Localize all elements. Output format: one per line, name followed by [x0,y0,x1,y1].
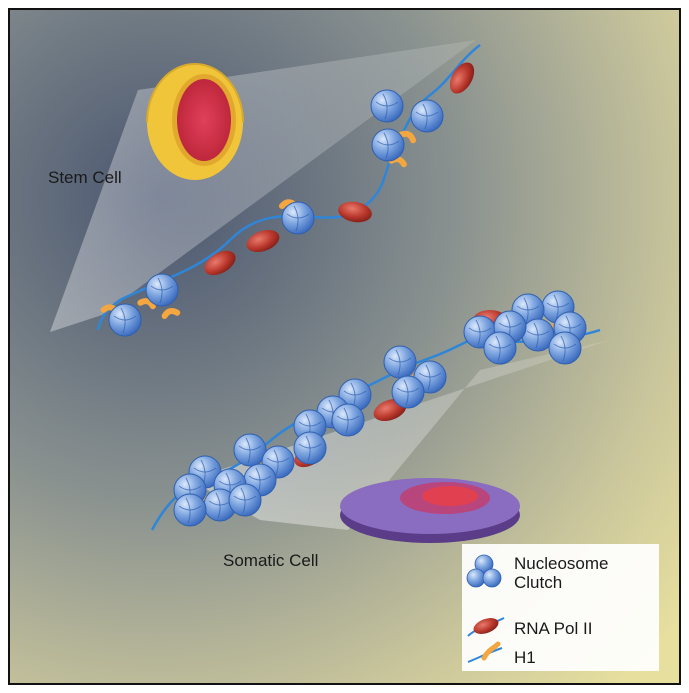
legend-nucleosome-label: Nucleosome Clutch [514,554,609,592]
nucleosome [371,128,405,162]
stem-cell-nucleus [146,63,244,180]
nucleosome [293,431,327,465]
diagram-frame: Stem Cell Somatic Cell Nucleosome Clutch… [8,8,681,685]
rna-pol-ii [338,201,372,223]
legend-rna-pol-icon [467,617,505,637]
somatic-cell-nucleus [340,478,520,543]
rna-pol-ii [246,229,280,253]
nucleosome [228,483,262,517]
nucleosome [338,378,372,412]
nucleosome [370,89,404,123]
stem-cell-label: Stem Cell [48,168,122,187]
nucleosome [233,433,267,467]
nucleosome [410,99,444,133]
legend-icons [466,554,505,663]
legend-nucleosome-icon [466,554,502,588]
nucleosome [391,375,425,409]
legend-h1-icon [467,641,503,663]
dna-strand-stem [96,44,481,331]
nucleosome [145,273,179,307]
nucleosome [483,331,517,365]
legend-nucleosome-line1: Nucleosome [514,554,609,573]
nucleosome [521,318,555,352]
h1-linker [137,298,156,310]
legend-rna-pol-label: RNA Pol II [514,619,593,638]
h1-linker [161,308,181,319]
nucleosome [108,303,142,337]
rna-pol-ii [204,250,236,276]
legend-nucleosome-line2: Clutch [514,573,563,592]
nucleosome [548,331,582,365]
legend-h1-label: H1 [514,648,536,667]
rna-pol-ii [449,62,475,94]
nucleosome [173,493,207,527]
diagram-canvas [10,10,679,683]
legend: Nucleosome Clutch RNA Pol II H1 [462,544,659,671]
somatic-cell-projection [190,340,610,530]
somatic-cell-label: Somatic Cell [223,551,319,570]
nucleosome [281,201,315,235]
nucleosome [331,403,365,437]
nucleosome [383,345,417,379]
h1-linker [398,130,417,144]
